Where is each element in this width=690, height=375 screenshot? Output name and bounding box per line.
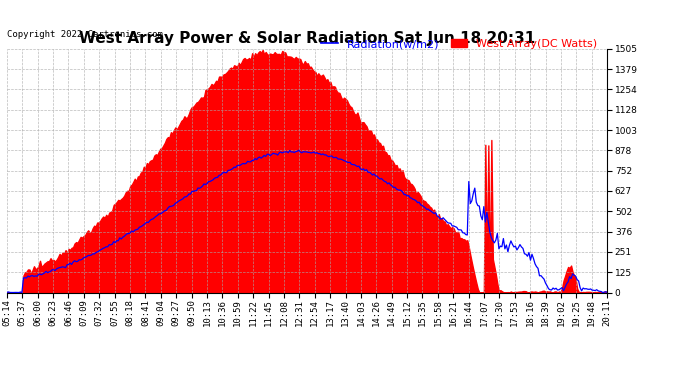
Text: Copyright 2022 Cartronics.com: Copyright 2022 Cartronics.com xyxy=(7,30,163,39)
Title: West Array Power & Solar Radiation Sat Jun 18 20:31: West Array Power & Solar Radiation Sat J… xyxy=(79,31,535,46)
Legend: Radiation(w/m2), West Array(DC Watts): Radiation(w/m2), West Array(DC Watts) xyxy=(317,35,602,54)
